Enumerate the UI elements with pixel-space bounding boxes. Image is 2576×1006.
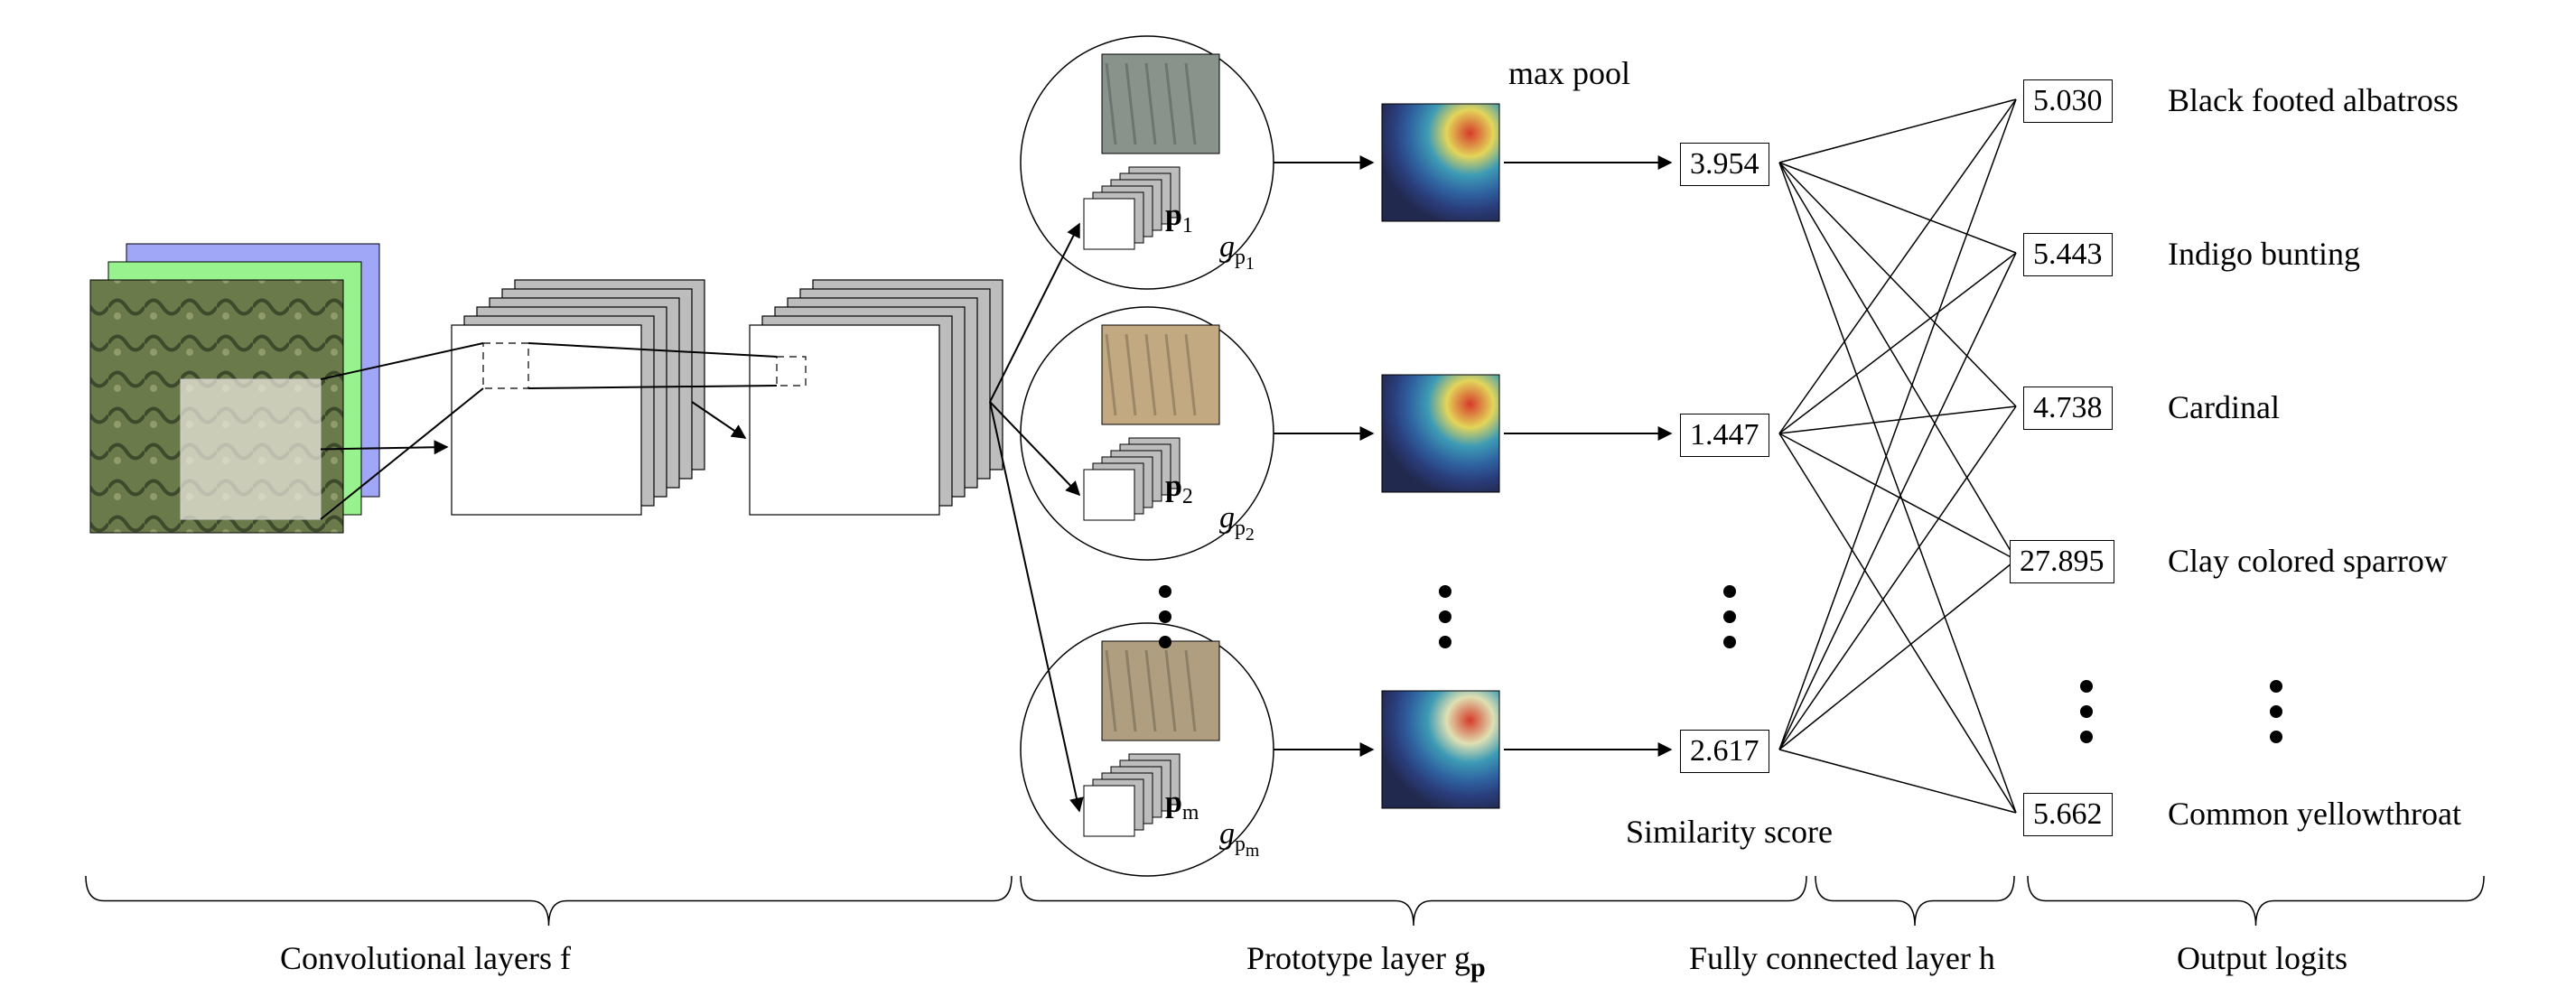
logit-name-1: Indigo bunting (2168, 235, 2360, 273)
score-2: 2.617 (1680, 730, 1769, 773)
section-logits: Output logits (2177, 939, 2347, 977)
proto-gm: gpm (1219, 817, 1259, 862)
maxpool-label: max pool (1508, 54, 1630, 92)
section-fc: Fully connected layer h (1689, 939, 1995, 977)
score-1: 1.447 (1680, 414, 1769, 457)
score-0: 3.954 (1680, 143, 1769, 186)
proto-pm: pm (1165, 786, 1199, 825)
similarity-label: Similarity score (1626, 813, 1833, 851)
proto-p2: p2 (1165, 470, 1193, 509)
logit-0: 5.030 (2023, 79, 2113, 123)
section-conv: Convolutional layers f (280, 939, 571, 977)
section-proto: Prototype layer gp (1246, 939, 1486, 983)
logit-name-0: Black footed albatross (2168, 81, 2459, 119)
logit-2: 4.738 (2023, 387, 2113, 430)
proto-g2: gp2 (1219, 501, 1255, 545)
logit-1: 5.443 (2023, 233, 2113, 276)
proto-g1: gp1 (1219, 230, 1255, 275)
logit-name-2: Cardinal (2168, 388, 2280, 426)
logit-4: 5.662 (2023, 793, 2113, 836)
logit-name-3: Clay colored sparrow (2168, 542, 2448, 580)
logit-name-4: Common yellowthroat (2168, 795, 2461, 833)
logit-3: 27.895 (2010, 540, 2114, 583)
proto-p1: p1 (1165, 199, 1193, 238)
